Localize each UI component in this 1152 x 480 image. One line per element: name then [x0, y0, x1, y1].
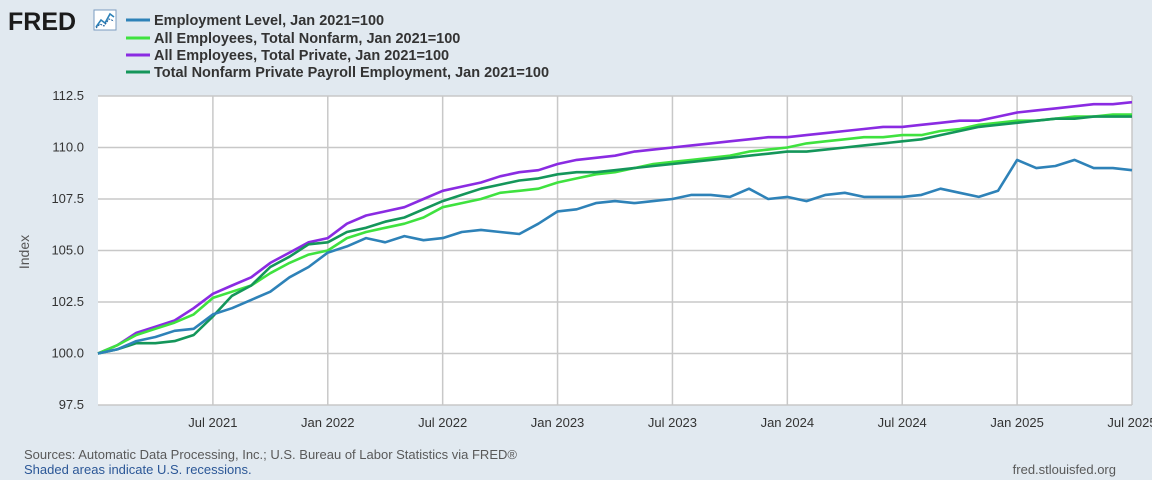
x-tick-label: Jul 2024 — [878, 415, 927, 430]
sources-note: Sources: Automatic Data Processing, Inc.… — [24, 447, 517, 462]
y-tick-label: 110.0 — [52, 140, 84, 155]
legend-label: Employment Level, Jan 2021=100 — [154, 13, 384, 29]
site-url[interactable]: fred.stlouisfed.org — [1012, 462, 1116, 477]
fred-logo-text: FRED — [8, 8, 76, 36]
series-line[interactable] — [97, 115, 1132, 355]
y-tick-label: 102.5 — [51, 294, 84, 309]
line-chart-icon — [93, 9, 117, 31]
x-axis: Jul 2021 Jan 2022 Jul 2022 Jan 2023 Jul 2023… — [188, 415, 1152, 430]
x-tick-label: Jan 2025 — [990, 415, 1044, 430]
series-lines — [97, 100, 1133, 355]
legend-item[interactable]: All Employees, Total Private, Jan 2021=1… — [126, 48, 449, 64]
gridlines — [98, 95, 1133, 406]
x-tick-label: Jan 2022 — [301, 415, 355, 430]
series-line[interactable] — [97, 100, 1133, 355]
series-line[interactable] — [97, 113, 1132, 355]
x-tick-label: Jul 2022 — [418, 415, 467, 430]
x-tick-label: Jul 2025 — [1107, 415, 1152, 430]
x-tick-label: Jul 2023 — [648, 415, 697, 430]
chart: FRED Employment Level, Jan 2021=100 All … — [8, 8, 1152, 430]
x-tick-label: Jul 2021 — [188, 415, 237, 430]
y-axis-title: Index — [16, 235, 32, 269]
legend-label: All Employees, Total Private, Jan 2021=1… — [154, 48, 449, 64]
series-line[interactable] — [97, 158, 1133, 355]
x-tick-label: Jan 2024 — [761, 415, 815, 430]
y-tick-label: 97.5 — [59, 397, 84, 412]
legend-item[interactable]: All Employees, Total Nonfarm, Jan 2021=1… — [126, 31, 460, 47]
fred-logo[interactable]: FRED — [8, 8, 117, 36]
x-tick-label: Jan 2023 — [531, 415, 585, 430]
recession-note[interactable]: Shaded areas indicate U.S. recessions. — [24, 462, 252, 477]
legend-label: Total Nonfarm Private Payroll Employment… — [154, 65, 549, 81]
y-tick-label: 100.0 — [51, 346, 84, 361]
legend-label: All Employees, Total Nonfarm, Jan 2021=1… — [154, 31, 460, 47]
y-tick-label: 107.5 — [51, 191, 84, 206]
y-axis: 97.5 100.0 102.5 105.0 107.5 110.0 112.5 — [51, 88, 84, 412]
y-tick-label: 112.5 — [52, 88, 84, 103]
legend-item[interactable]: Total Nonfarm Private Payroll Employment… — [126, 65, 549, 81]
y-tick-label: 105.0 — [51, 243, 84, 258]
legend-item[interactable]: Employment Level, Jan 2021=100 — [126, 13, 384, 29]
legend: Employment Level, Jan 2021=100 All Emplo… — [126, 13, 549, 81]
